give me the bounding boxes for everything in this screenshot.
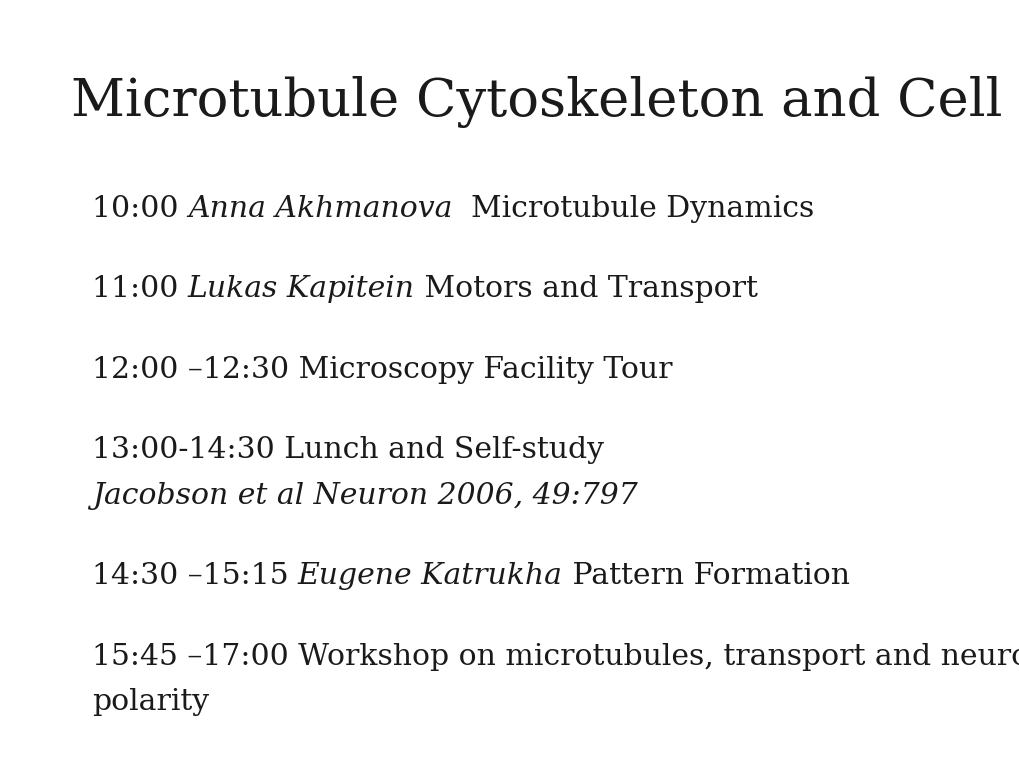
Text: Anna Akhmanova: Anna Akhmanova — [187, 195, 451, 223]
Text: Lukas Kapitein: Lukas Kapitein — [187, 275, 415, 304]
Text: 13:00-14:30 Lunch and Self-study: 13:00-14:30 Lunch and Self-study — [92, 436, 603, 464]
Text: Microtubule Cytoskeleton and Cell Patterning: Microtubule Cytoskeleton and Cell Patter… — [71, 76, 1019, 129]
Text: Eugene Katrukha: Eugene Katrukha — [298, 562, 562, 591]
Text: 10:00: 10:00 — [92, 195, 187, 223]
Text: polarity: polarity — [92, 688, 209, 717]
Text: 11:00: 11:00 — [92, 275, 187, 304]
Text: 14:30 –15:15: 14:30 –15:15 — [92, 562, 298, 591]
Text: 12:00 –12:30 Microscopy Facility Tour: 12:00 –12:30 Microscopy Facility Tour — [92, 356, 672, 384]
Text: 15:45 –17:00 Workshop on microtubules, transport and neuronal: 15:45 –17:00 Workshop on microtubules, t… — [92, 643, 1019, 671]
Text: Jacobson et al Neuron 2006, 49:797: Jacobson et al Neuron 2006, 49:797 — [92, 482, 637, 510]
Text: Microtubule Dynamics: Microtubule Dynamics — [451, 195, 813, 223]
Text: Motors and Transport: Motors and Transport — [415, 275, 757, 304]
Text: Pattern Formation: Pattern Formation — [562, 562, 849, 591]
